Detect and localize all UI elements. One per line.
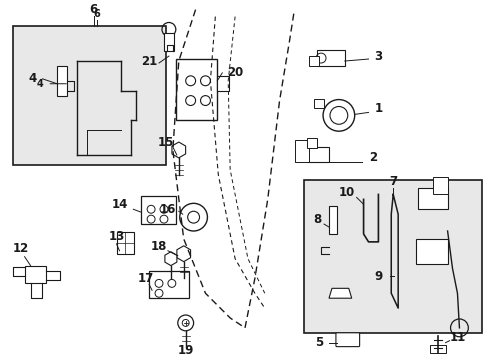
Text: 6: 6 xyxy=(93,9,100,19)
Bar xyxy=(417,188,447,209)
Bar xyxy=(116,232,134,254)
Text: 4: 4 xyxy=(37,79,44,89)
Text: 16: 16 xyxy=(160,203,176,216)
Text: 9: 9 xyxy=(373,270,382,283)
Bar xyxy=(176,59,217,120)
Bar xyxy=(304,180,481,333)
Bar xyxy=(13,26,165,165)
Text: 3: 3 xyxy=(374,50,382,63)
Bar xyxy=(317,50,344,66)
Bar xyxy=(313,99,324,108)
Bar xyxy=(328,206,336,234)
Bar xyxy=(306,147,328,162)
Bar xyxy=(432,177,447,194)
Bar xyxy=(57,66,67,96)
FancyBboxPatch shape xyxy=(335,333,359,347)
Text: 18: 18 xyxy=(150,240,167,253)
Bar xyxy=(306,138,317,148)
Text: 14: 14 xyxy=(111,198,127,211)
Bar xyxy=(163,33,174,51)
Bar xyxy=(141,197,176,224)
Text: 10: 10 xyxy=(338,186,354,199)
Text: 7: 7 xyxy=(388,175,396,188)
Bar xyxy=(429,345,445,352)
Text: 15: 15 xyxy=(158,136,174,149)
Bar xyxy=(24,266,46,283)
Text: 12: 12 xyxy=(13,242,29,255)
Text: 17: 17 xyxy=(138,272,154,285)
Text: 11: 11 xyxy=(448,331,465,344)
Text: 13: 13 xyxy=(108,230,124,243)
Text: 20: 20 xyxy=(226,66,243,80)
Polygon shape xyxy=(328,288,351,298)
Bar xyxy=(308,56,319,66)
Text: 2: 2 xyxy=(368,151,377,165)
Text: 4: 4 xyxy=(28,72,37,85)
Bar xyxy=(295,140,308,162)
Text: 1: 1 xyxy=(374,102,382,115)
Text: 5: 5 xyxy=(314,336,323,349)
Bar xyxy=(217,76,229,91)
Text: 6: 6 xyxy=(89,3,98,16)
Text: 19: 19 xyxy=(177,344,193,357)
Text: 8: 8 xyxy=(312,213,321,226)
Bar xyxy=(415,239,447,264)
Text: 21: 21 xyxy=(141,54,157,68)
Bar xyxy=(149,270,188,298)
